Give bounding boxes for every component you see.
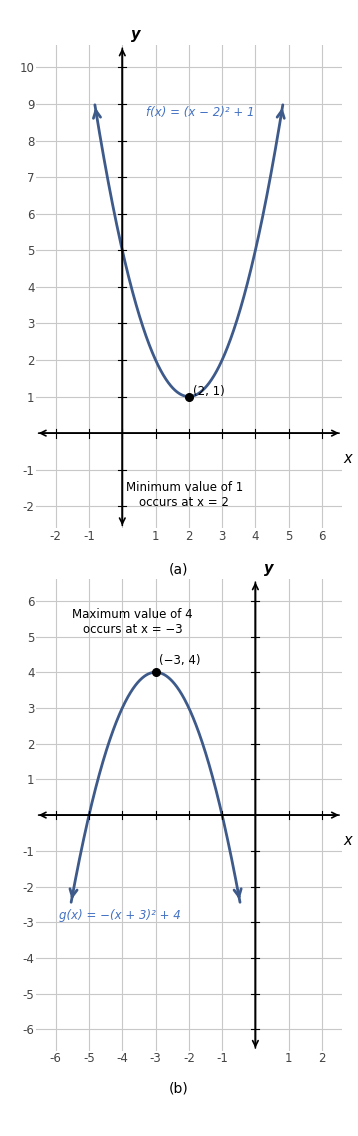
Text: Maximum value of 4
occurs at x = −3: Maximum value of 4 occurs at x = −3 [72,608,193,636]
Text: (−3, 4): (−3, 4) [159,654,200,667]
Text: f(x) = (x − 2)² + 1: f(x) = (x − 2)² + 1 [146,106,254,118]
Text: (a): (a) [169,562,189,576]
Text: y: y [131,27,140,42]
Text: y: y [264,561,273,576]
Text: (2, 1): (2, 1) [193,385,224,399]
Text: Minimum value of 1
occurs at x = 2: Minimum value of 1 occurs at x = 2 [126,481,243,509]
Text: g(x) = −(x + 3)² + 4: g(x) = −(x + 3)² + 4 [59,909,181,922]
Text: x: x [344,833,352,847]
Text: (b): (b) [169,1081,189,1095]
Text: x: x [344,451,352,467]
